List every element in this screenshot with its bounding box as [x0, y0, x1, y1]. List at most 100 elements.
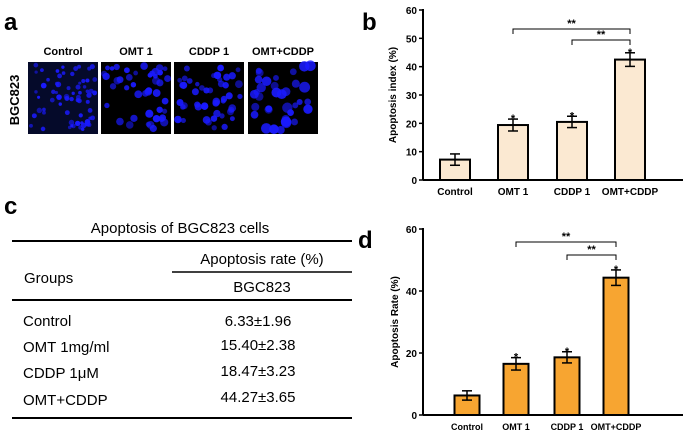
nucleus	[181, 75, 188, 82]
nucleus	[303, 104, 313, 114]
nucleus	[46, 77, 50, 82]
nucleus	[78, 81, 82, 85]
y-tick-label: 0	[411, 176, 417, 187]
header-groups: Groups	[24, 270, 73, 287]
chart-d: 0 20 40 60 Apoptosis Rate (%) Control * OMT 1 * C…	[390, 225, 683, 432]
panel-label-a: a	[4, 9, 18, 36]
nucleus	[78, 90, 82, 95]
nucleus	[125, 121, 134, 129]
nucleus	[81, 78, 86, 84]
nucleus	[207, 87, 214, 94]
nucleus	[140, 62, 148, 70]
nucleus	[34, 70, 38, 74]
nucleus	[261, 76, 272, 86]
nucleus	[61, 71, 66, 75]
nucleus	[69, 96, 74, 102]
panel-c-table: Apoptosis of BGC823 cells Apoptosis rate…	[12, 220, 352, 419]
nucleus	[152, 89, 161, 97]
nucleus	[51, 89, 56, 95]
nucleus	[61, 65, 65, 69]
nucleus	[254, 75, 263, 84]
nucleus	[235, 67, 241, 73]
y-tick-label: 60	[406, 6, 418, 17]
nucleus	[123, 67, 130, 74]
micrograph-omt-cddp	[248, 60, 318, 135]
y-tick-label: 60	[406, 225, 418, 236]
nucleus	[179, 81, 186, 89]
micrograph-omt-1	[101, 62, 172, 134]
nucleus	[130, 81, 137, 88]
nucleus	[269, 124, 279, 135]
nucleus	[29, 123, 33, 128]
bar	[502, 362, 530, 417]
nucleus	[291, 79, 300, 88]
nucleus	[162, 66, 168, 72]
nucleus	[249, 89, 259, 99]
nucleus	[42, 107, 46, 112]
y-tick-label: 20	[406, 119, 418, 130]
nucleus	[42, 110, 46, 115]
nucleus	[85, 99, 90, 104]
significance-bracket	[512, 28, 631, 34]
nucleus	[78, 113, 83, 118]
nucleus	[220, 95, 228, 103]
row-value: 18.47±3.23	[221, 363, 296, 380]
micrograph-control	[28, 62, 98, 134]
significance-marker: *	[614, 264, 619, 276]
nucleus	[33, 62, 39, 68]
nucleus	[235, 80, 243, 89]
nucleus	[164, 75, 172, 83]
significance-bracket	[566, 254, 617, 260]
nucleus	[89, 64, 95, 70]
row-value: 15.40±2.38	[221, 337, 296, 354]
nucleus	[31, 113, 37, 119]
bracket-label: **	[562, 231, 571, 243]
nucleus	[55, 69, 60, 73]
nucleus	[299, 81, 311, 93]
nucleus	[36, 107, 43, 114]
y-tick-label: 50	[406, 34, 418, 45]
nucleus	[145, 110, 153, 117]
nucleus	[80, 122, 87, 129]
bracket-label: **	[567, 18, 576, 30]
nucleus	[130, 114, 138, 122]
nucleus	[74, 120, 81, 127]
nucleus	[57, 73, 63, 79]
header-rate: Apoptosis rate (%)	[200, 251, 323, 268]
nucleus	[56, 94, 62, 100]
nucleus	[202, 116, 211, 124]
row-group: OMT 1mg/ml	[23, 339, 109, 356]
nucleus	[147, 72, 153, 78]
nucleus	[194, 103, 203, 111]
nucleus	[85, 78, 90, 83]
nucleus	[292, 102, 299, 109]
nucleus	[265, 105, 273, 113]
nucleus	[213, 109, 221, 118]
nucleus	[70, 71, 75, 77]
table-row: Control 6.33±1.96	[23, 313, 291, 330]
nucleus	[86, 92, 92, 98]
bar	[553, 356, 581, 416]
table-row: OMT+CDDP 44.27±3.65	[23, 389, 295, 409]
nucleus	[40, 68, 44, 73]
nucleus	[104, 102, 110, 109]
nucleus	[296, 98, 303, 106]
significance-marker: *	[514, 352, 519, 364]
nucleus	[156, 106, 163, 113]
bar	[614, 58, 646, 181]
nucleus	[195, 81, 200, 87]
nucleus	[63, 93, 70, 100]
x-tick-label: OMT+CDDP	[602, 187, 659, 198]
nucleus	[55, 84, 60, 88]
nucleus	[64, 110, 70, 116]
row-value: 6.33±1.96	[225, 313, 292, 330]
micrograph-cddp-1	[174, 62, 244, 134]
nucleus	[85, 89, 90, 94]
nucleus	[282, 102, 293, 113]
nucleus	[105, 65, 110, 71]
nucleus	[280, 116, 292, 128]
nucleus	[219, 113, 225, 119]
nucleus	[75, 84, 81, 90]
column-label: Control	[43, 46, 82, 58]
